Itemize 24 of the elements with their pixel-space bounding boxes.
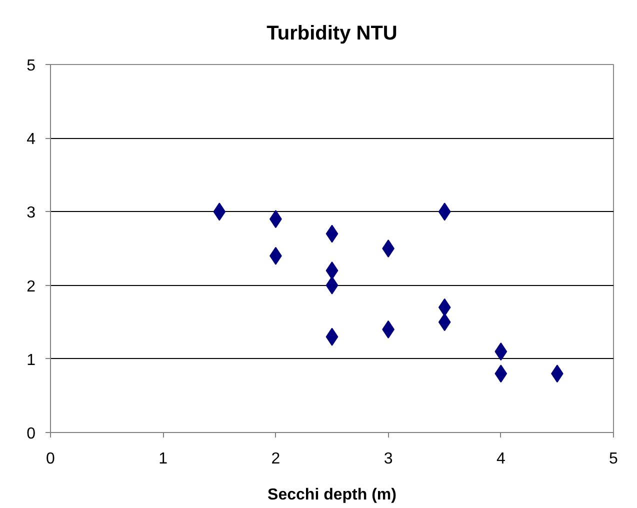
y-tick-label: 2 xyxy=(26,278,36,296)
point xyxy=(438,202,451,221)
x-tick-label: 5 xyxy=(609,450,618,468)
point xyxy=(438,313,451,332)
point xyxy=(213,202,226,221)
y-tick-label: 4 xyxy=(26,131,36,148)
point xyxy=(494,364,508,383)
point xyxy=(326,262,338,280)
point xyxy=(326,224,338,243)
x-tick-label: 1 xyxy=(158,450,168,468)
x-tick-label: 2 xyxy=(271,450,280,468)
y-tick-label: 5 xyxy=(26,58,36,74)
x-tick-label: 4 xyxy=(496,450,506,468)
x-axis-title: Secchi depth (m) xyxy=(268,486,396,504)
x-tick-label: 3 xyxy=(384,450,393,468)
point xyxy=(326,276,338,294)
y-tick-label: 3 xyxy=(26,204,36,222)
y-tick-label: 1 xyxy=(26,352,36,369)
point xyxy=(494,342,508,361)
x-tick-label: 0 xyxy=(46,450,56,468)
y-tick-label: 0 xyxy=(26,426,36,442)
chart-title: Turbidity NTU xyxy=(266,22,398,44)
point xyxy=(326,328,338,346)
point xyxy=(438,298,451,316)
